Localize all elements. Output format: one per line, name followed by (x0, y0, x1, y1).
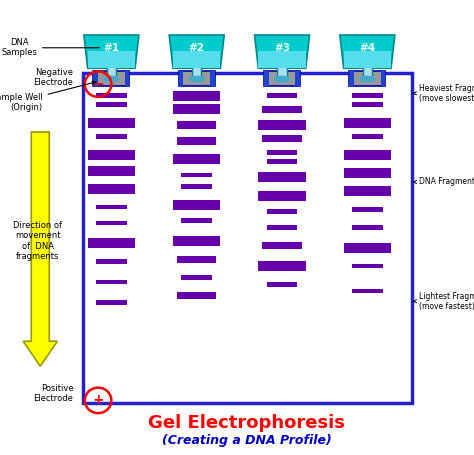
Bar (192, 66, 201, 77)
Bar (349, 71, 385, 86)
Bar (258, 191, 306, 201)
Text: +: + (92, 394, 104, 407)
Bar (352, 134, 383, 139)
Bar (96, 205, 127, 209)
Bar (344, 118, 391, 128)
Text: −: − (92, 77, 104, 91)
Bar (352, 225, 383, 230)
Bar (344, 186, 391, 196)
Bar (210, 71, 215, 86)
Bar (258, 261, 306, 271)
Bar (295, 71, 300, 86)
Text: #1: #1 (103, 43, 119, 53)
Bar (93, 71, 98, 86)
Polygon shape (258, 51, 306, 68)
Bar (93, 71, 129, 86)
Text: DNA
Samples: DNA Samples (1, 38, 99, 57)
Bar (266, 282, 297, 287)
Text: Lightest Fragments
(move fastest): Lightest Fragments (move fastest) (413, 292, 474, 311)
Bar (344, 150, 391, 160)
Polygon shape (340, 35, 395, 68)
Bar (277, 66, 287, 77)
Bar (83, 73, 412, 403)
Bar (88, 166, 135, 176)
Bar (352, 289, 383, 293)
Bar (264, 71, 269, 86)
Bar (266, 159, 297, 164)
Text: #3: #3 (274, 43, 290, 53)
Bar (88, 238, 135, 248)
Bar (96, 300, 127, 305)
Bar (88, 150, 135, 160)
Bar (96, 280, 127, 284)
Polygon shape (255, 35, 310, 68)
Bar (181, 218, 212, 223)
Bar (173, 104, 220, 114)
Bar (266, 225, 297, 230)
Bar (96, 221, 127, 225)
Text: Direction of
movement
of  DNA
fragments: Direction of movement of DNA fragments (13, 221, 63, 261)
Bar (181, 184, 212, 189)
Bar (96, 134, 127, 139)
Bar (258, 120, 306, 130)
Ellipse shape (359, 76, 375, 82)
Bar (88, 118, 135, 128)
Bar (266, 209, 297, 214)
Text: Sample Well
(Origin): Sample Well (Origin) (0, 81, 96, 112)
Polygon shape (169, 35, 224, 68)
Bar (177, 121, 216, 129)
Bar (381, 71, 385, 86)
Bar (258, 172, 306, 182)
Bar (352, 207, 383, 212)
Bar (344, 243, 391, 253)
Polygon shape (344, 51, 391, 68)
Bar (177, 256, 216, 263)
Bar (96, 102, 127, 107)
Text: (Creating a DNA Profile): (Creating a DNA Profile) (162, 434, 331, 447)
Bar (263, 242, 301, 249)
Bar (181, 275, 212, 280)
Text: #2: #2 (189, 43, 205, 53)
Polygon shape (88, 51, 135, 68)
Bar (352, 102, 383, 107)
Bar (349, 71, 354, 86)
Bar (96, 93, 127, 98)
Bar (173, 154, 220, 164)
Bar (173, 236, 220, 246)
Bar (363, 66, 372, 77)
Bar (177, 137, 216, 145)
Text: DNA Fragment: DNA Fragment (413, 177, 474, 187)
Bar (179, 71, 215, 86)
Text: Negative
Electrode: Negative Electrode (34, 68, 73, 87)
Bar (266, 93, 297, 98)
Bar (179, 71, 183, 86)
Bar (107, 66, 116, 77)
Bar (352, 264, 383, 268)
Text: Gel Electrophoresis: Gel Electrophoresis (148, 414, 345, 432)
Bar (177, 292, 216, 299)
Text: Heaviest Fragments
(move slowest): Heaviest Fragments (move slowest) (413, 84, 474, 103)
Bar (173, 91, 220, 101)
Bar (352, 93, 383, 98)
Ellipse shape (188, 76, 205, 82)
Text: #4: #4 (359, 43, 375, 53)
Polygon shape (84, 35, 139, 68)
Bar (96, 259, 127, 264)
Bar (264, 71, 300, 86)
FancyArrow shape (23, 132, 57, 366)
Bar (181, 173, 212, 177)
Bar (344, 168, 391, 178)
Bar (88, 184, 135, 194)
Bar (266, 150, 297, 155)
Bar (173, 200, 220, 210)
Bar (263, 106, 301, 113)
Ellipse shape (103, 76, 119, 82)
Polygon shape (173, 51, 220, 68)
Bar (263, 135, 301, 142)
Ellipse shape (273, 76, 290, 82)
Text: Positive
Electrode: Positive Electrode (34, 384, 73, 403)
Bar (125, 71, 129, 86)
